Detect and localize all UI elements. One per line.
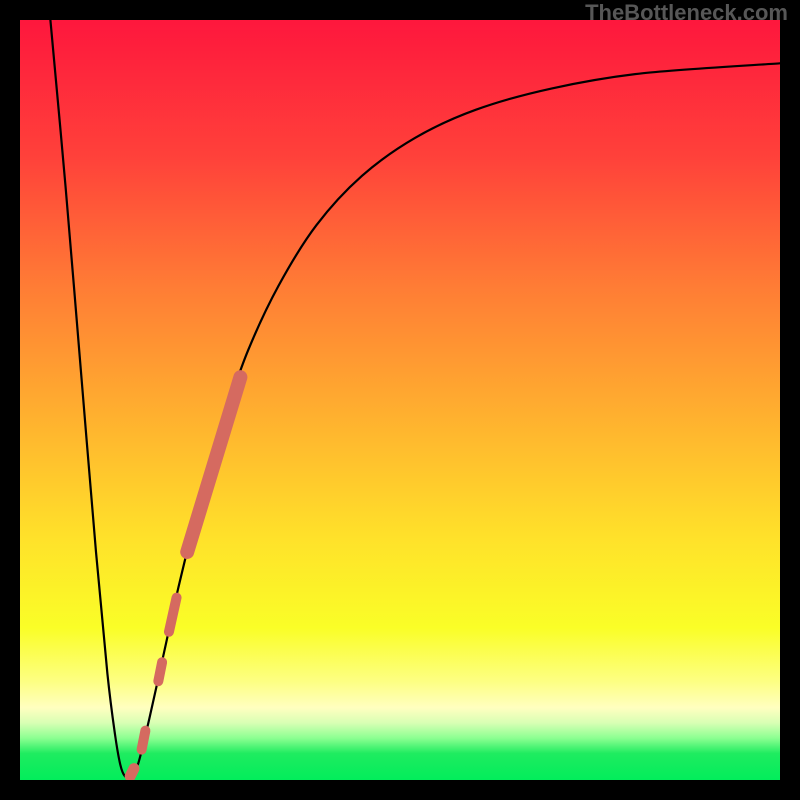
gradient-background xyxy=(20,20,780,780)
highlight-segment xyxy=(142,731,146,750)
highlight-segment xyxy=(158,662,162,681)
chart-svg xyxy=(20,20,780,780)
highlight-segment xyxy=(130,769,134,777)
watermark-text: TheBottleneck.com xyxy=(585,0,788,26)
image-root: TheBottleneck.com xyxy=(0,0,800,800)
plot-area xyxy=(20,20,780,780)
